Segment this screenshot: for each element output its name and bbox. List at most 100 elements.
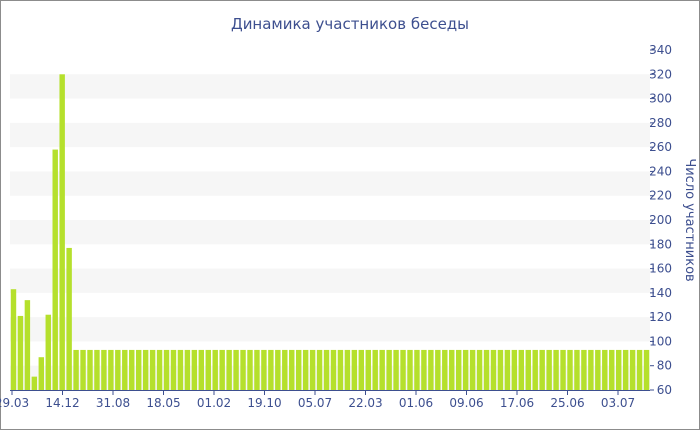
bar	[101, 349, 107, 390]
bar	[94, 349, 100, 390]
bar	[108, 349, 114, 390]
y-tick-label: 180	[649, 237, 672, 251]
bar	[588, 349, 594, 390]
bar	[73, 349, 79, 390]
bar	[553, 349, 559, 390]
bar	[52, 149, 58, 390]
bar	[400, 349, 406, 390]
bar	[407, 349, 413, 390]
grid-band	[10, 268, 650, 293]
y-tick-label: 240	[649, 164, 672, 178]
x-tick-label: 17.06	[500, 396, 534, 410]
bar	[393, 349, 399, 390]
bar	[163, 349, 170, 390]
bar	[386, 349, 392, 390]
bar	[629, 349, 636, 390]
y-tick-label: 280	[649, 116, 672, 130]
bar	[595, 349, 601, 390]
bar	[469, 349, 476, 390]
x-tick-label: 01.06	[399, 396, 433, 410]
bar	[45, 314, 51, 390]
bar	[282, 349, 288, 390]
x-tick-label: 03.07	[601, 396, 635, 410]
bar	[142, 349, 149, 390]
bar	[24, 300, 31, 390]
x-tick-label: 19.10	[247, 396, 281, 410]
bar	[609, 349, 615, 390]
bar	[66, 247, 72, 390]
bar	[581, 349, 587, 390]
bar	[247, 349, 253, 390]
bar	[295, 349, 302, 390]
bar	[518, 349, 525, 390]
chart-title: Динамика участников беседы	[231, 15, 469, 33]
x-tick-label: 09.06	[449, 396, 483, 410]
y-tick-label: 260	[649, 140, 672, 154]
bar	[497, 349, 504, 390]
bar	[226, 349, 232, 390]
bar	[10, 289, 17, 390]
x-tick-label: 29.03	[0, 396, 29, 410]
bar	[323, 349, 330, 390]
bar	[532, 349, 538, 390]
y-tick-label: 300	[649, 92, 672, 106]
bar	[240, 349, 246, 390]
bar	[560, 349, 566, 390]
bar	[414, 349, 420, 390]
bar	[574, 349, 580, 390]
bar	[302, 349, 309, 390]
bar	[643, 349, 650, 390]
x-tick-label: 01.02	[197, 396, 231, 410]
bar	[135, 349, 142, 390]
bar	[122, 349, 128, 390]
bar	[351, 349, 358, 390]
bar	[365, 349, 371, 390]
y-tick-label: 80	[657, 359, 672, 373]
bar	[511, 349, 518, 390]
x-tick-label: 18.05	[146, 396, 180, 410]
bar	[546, 349, 552, 390]
y-tick-label: 140	[649, 286, 672, 300]
y-tick-label: 120	[649, 310, 672, 324]
bar	[435, 349, 441, 390]
bar	[636, 349, 643, 390]
x-tick-label: 25.06	[550, 396, 584, 410]
y-axis-title: Число участников	[682, 158, 697, 281]
bar	[261, 349, 267, 390]
bar	[615, 349, 622, 390]
bar	[316, 349, 323, 390]
bar	[602, 349, 608, 390]
bar	[449, 349, 455, 390]
grid-band	[10, 74, 650, 99]
grid-band	[10, 220, 650, 245]
grid-bands	[10, 74, 650, 390]
bar	[622, 349, 629, 390]
bar	[275, 349, 281, 390]
bar	[31, 376, 38, 390]
bar	[462, 349, 469, 390]
y-tick-label: 160	[649, 262, 672, 276]
bar	[59, 74, 65, 390]
bar	[309, 349, 316, 390]
grid-band	[10, 122, 650, 148]
bar	[428, 349, 434, 390]
y-tick-label: 340	[649, 43, 672, 57]
bar	[379, 349, 385, 390]
bar	[344, 349, 351, 390]
bar	[17, 315, 24, 390]
bar	[184, 349, 191, 390]
bar	[212, 349, 218, 390]
grid-band	[10, 171, 650, 196]
bar	[490, 349, 497, 390]
y-tick-label: 320	[649, 67, 672, 81]
bar	[149, 349, 156, 390]
bar	[170, 349, 177, 390]
x-tick-label: 05.07	[298, 396, 332, 410]
y-tick-label: 200	[649, 213, 672, 227]
bar	[115, 349, 121, 390]
bar	[205, 349, 211, 390]
bar	[567, 349, 573, 390]
y-ticks: 60 80 100 120 140 160 180 200 220 240 260 280 300 320…	[649, 43, 672, 397]
bar	[372, 349, 378, 390]
